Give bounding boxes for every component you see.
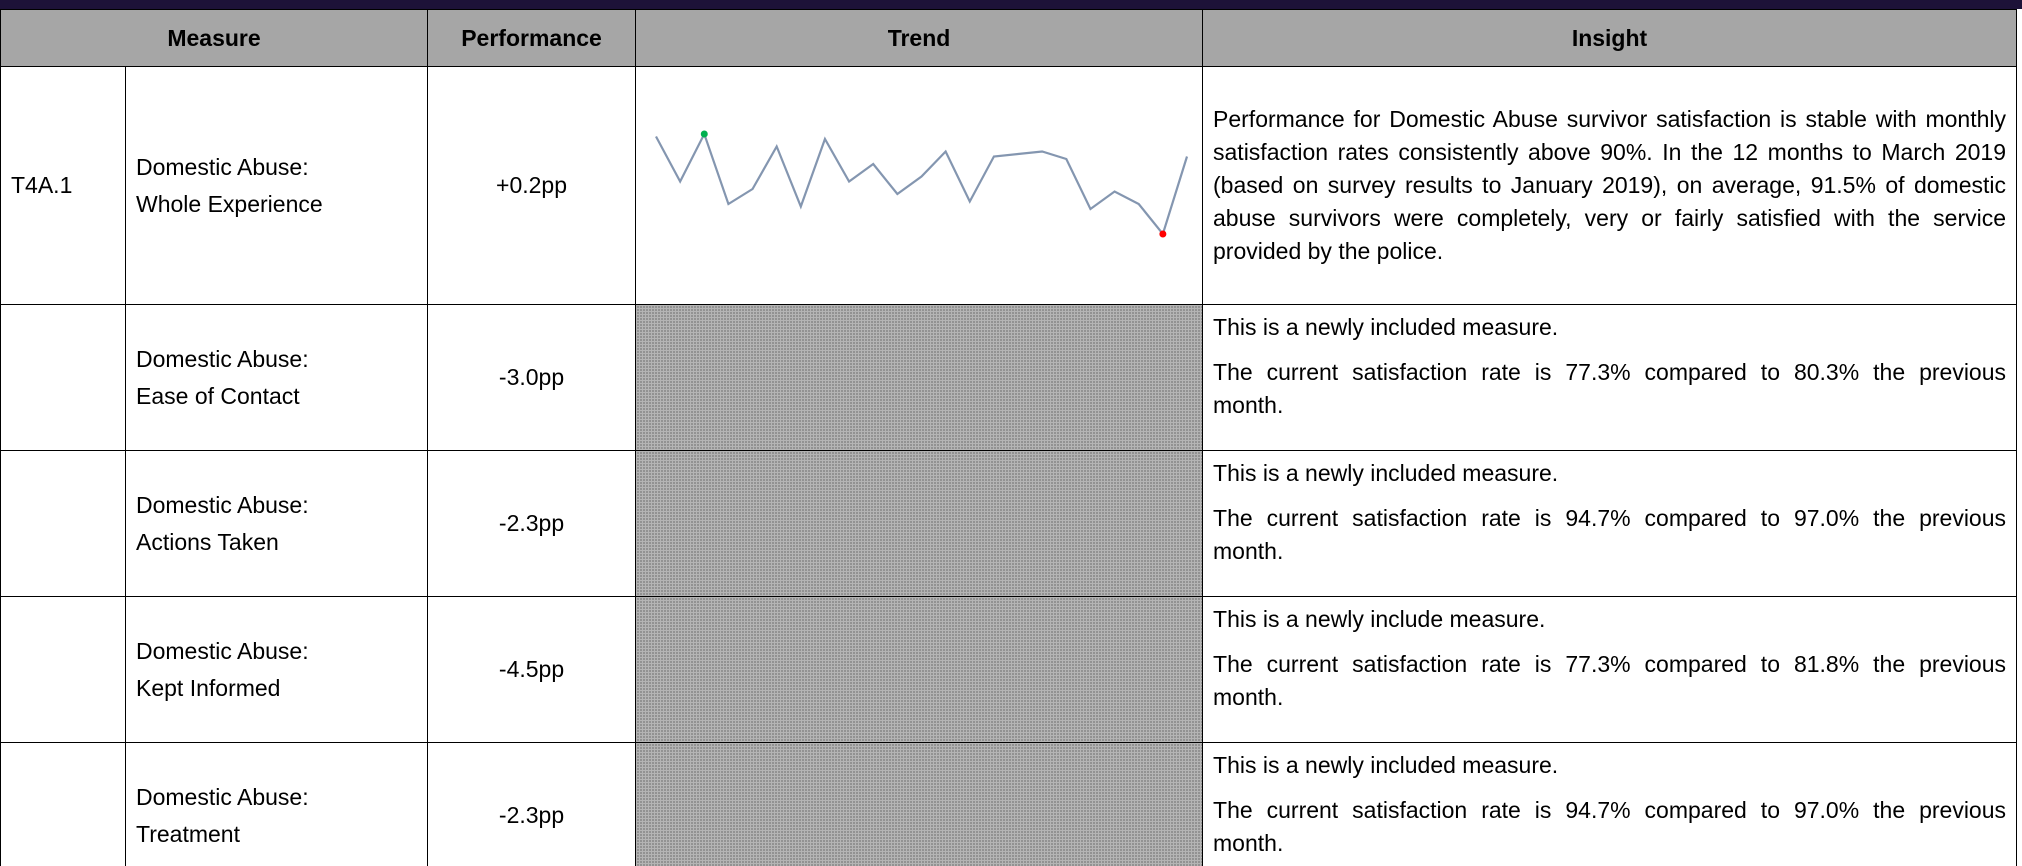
- id-cell: T4A.1: [0, 66, 126, 305]
- measure-cell: Domestic Abuse: Whole Experience: [124, 66, 429, 305]
- table-body: T4A.1 Domestic Abuse: Whole Experience +0.2…: [0, 66, 2018, 866]
- insight-text: This is a newly include measure.: [1213, 606, 1546, 632]
- trend-cell: [635, 742, 1204, 866]
- insight-text: The current satisfaction rate is 77.3% c…: [1213, 359, 2007, 418]
- table-row: Domestic Abuse: Treatment -2.3pp This is a …: [0, 742, 2018, 866]
- sparkline: [655, 130, 1189, 238]
- top-bar: [0, 0, 2022, 9]
- performance-cell: -4.5pp: [427, 596, 637, 743]
- measure-line: Kept Informed: [136, 674, 281, 701]
- performance-cell: -2.3pp: [427, 742, 637, 866]
- insight-cell: This is a newly included measure. The cur…: [1202, 742, 2018, 866]
- header-row: Measure Performance Trend Insight: [0, 9, 2018, 67]
- insight-text: The current satisfaction rate is 77.3% c…: [1213, 651, 2007, 710]
- trend-cell: [635, 450, 1204, 597]
- table-row: Domestic Abuse: Kept Informed -4.5pp This i…: [0, 596, 2018, 743]
- id-cell: [0, 304, 126, 451]
- header-cell: Performance: [427, 9, 637, 67]
- insight-text: Performance for Domestic Abuse survivor …: [1213, 106, 2007, 264]
- high-marker: [700, 130, 708, 138]
- header-cell: Insight: [1202, 9, 2018, 67]
- measure-cell: Domestic Abuse: Actions Taken: [124, 450, 429, 597]
- measure-cell: Domestic Abuse: Kept Informed: [124, 596, 429, 743]
- performance-cell: +0.2pp: [427, 66, 637, 305]
- insight-text: This is a newly included measure.: [1213, 460, 1559, 486]
- table-row: Domestic Abuse: Ease of Contact -3.0pp This…: [0, 304, 2018, 451]
- measure-cell: Domestic Abuse: Ease of Contact: [124, 304, 429, 451]
- id-cell: [0, 596, 126, 743]
- id-cell: [0, 450, 126, 597]
- trend-cell: [635, 304, 1204, 451]
- measure-line: Domestic Abuse:: [136, 491, 309, 518]
- insight-text: The current satisfaction rate is 94.7% c…: [1213, 505, 2007, 564]
- measure-line: Ease of Contact: [136, 382, 300, 409]
- table-row: Domestic Abuse: Actions Taken -2.3pp This i…: [0, 450, 2018, 597]
- insight-text: This is a newly included measure.: [1213, 752, 1559, 778]
- measure-line: Domestic Abuse:: [136, 637, 309, 664]
- insight-cell: This is a newly included measure. The cur…: [1202, 304, 2018, 451]
- header-cell: Measure: [0, 9, 429, 67]
- insight-cell: This is a newly include measure. The curr…: [1202, 596, 2018, 743]
- insight-text: The current satisfaction rate is 94.7% c…: [1213, 797, 2007, 856]
- trend-line: [655, 131, 1189, 237]
- measures-table: Measure Performance Trend Insight T4A.1 D…: [0, 9, 2018, 866]
- measure-line: Whole Experience: [136, 190, 323, 217]
- measure-line: Actions Taken: [136, 528, 279, 555]
- measure-line: Domestic Abuse:: [136, 153, 309, 180]
- header-cell: Trend: [635, 9, 1204, 67]
- measure-line: Domestic Abuse:: [136, 783, 309, 810]
- trend-cell: [635, 596, 1204, 743]
- performance-cell: -2.3pp: [427, 450, 637, 597]
- measure-id: T4A.1: [11, 172, 73, 198]
- insight-cell: This is a newly included measure. The cur…: [1202, 450, 2018, 597]
- table-row: T4A.1 Domestic Abuse: Whole Experience +0.2…: [0, 66, 2018, 305]
- insight-cell: Performance for Domestic Abuse survivor …: [1202, 66, 2018, 305]
- trend-cell: [635, 66, 1204, 305]
- measure-line: Treatment: [136, 820, 240, 847]
- performance-cell: -3.0pp: [427, 304, 637, 451]
- insight-text: This is a newly included measure.: [1213, 314, 1559, 340]
- measure-cell: Domestic Abuse: Treatment: [124, 742, 429, 866]
- id-cell: [0, 742, 126, 866]
- low-marker: [1159, 230, 1167, 238]
- measure-line: Domestic Abuse:: [136, 345, 309, 372]
